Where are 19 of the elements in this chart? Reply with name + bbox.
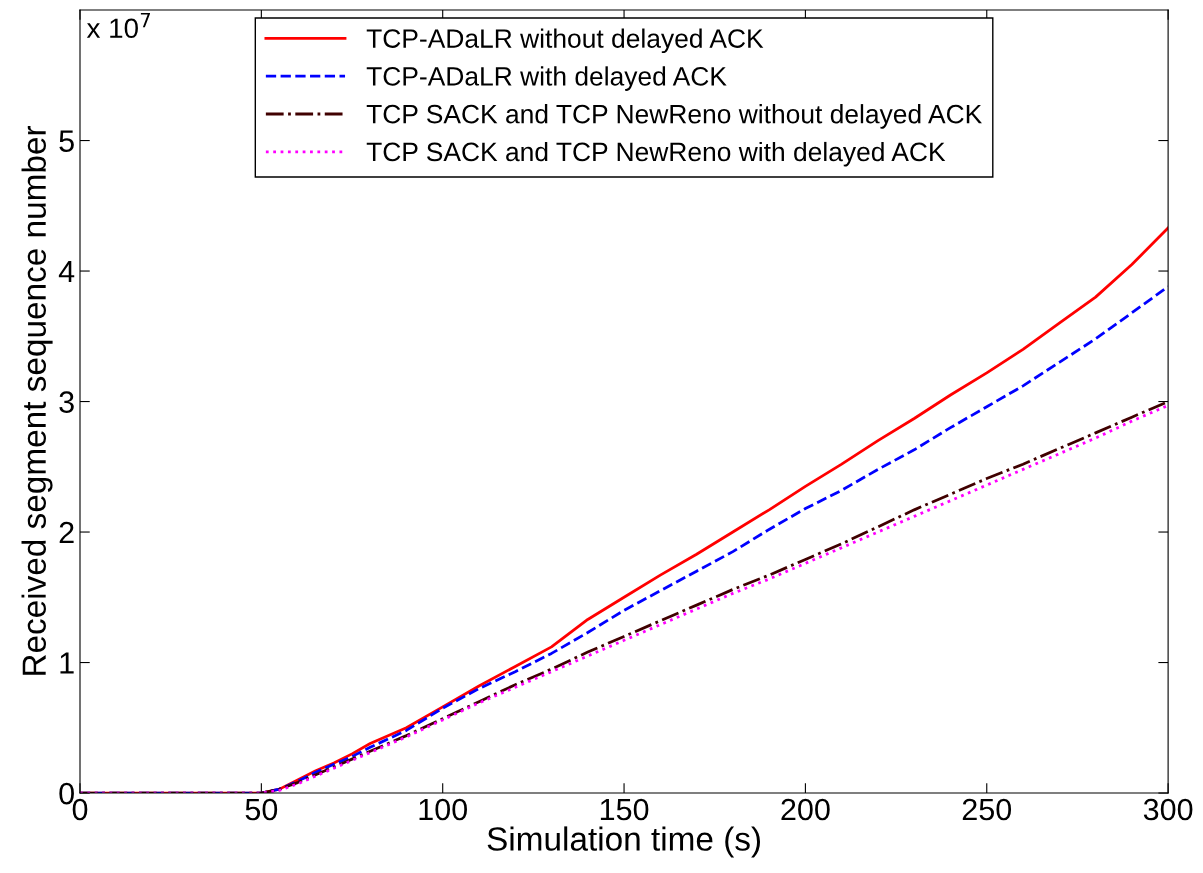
y-tick-label: 2 [59, 521, 74, 544]
y-tick-label: 1 [60, 652, 74, 674]
x-tick-label: 200 [781, 798, 830, 821]
y-tick-label: 0 [59, 782, 74, 805]
x-tick-label: 150 [600, 798, 649, 821]
legend-label: TCP-ADaLR with delayed ACK [366, 66, 727, 91]
y-tick-label: 4 [58, 261, 75, 283]
x-axis-title: Simulation time (s) [487, 826, 760, 858]
y-tick-label: 5 [59, 130, 74, 152]
legend-label: TCP SACK and TCP NewReno without delayed ACK [366, 104, 982, 129]
y-tick-label: 3 [59, 391, 74, 413]
x-tick-label: 300 [1143, 798, 1193, 821]
legend-label: TCP-ADaLR without delayed ACK [366, 28, 764, 54]
x-tick-label: 50 [245, 798, 278, 821]
x-tick-label: 100 [419, 798, 467, 821]
annotation: x 10$^{7}$ [86, 13, 151, 39]
x-tick-label: 250 [962, 798, 1012, 821]
y-axis-title: Received segment sequence number [21, 125, 53, 675]
legend-label: TCP SACK and TCP NewReno with delayed ACK [366, 141, 946, 167]
